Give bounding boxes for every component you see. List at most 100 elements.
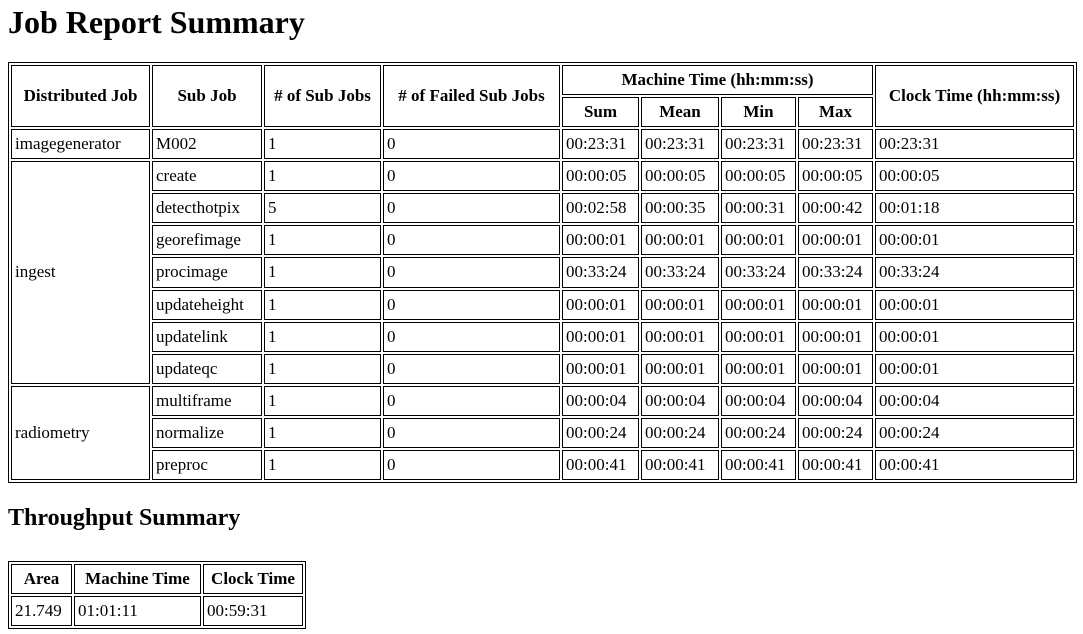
job-report-table-body: imagegenerator M002 1 0 00:23:31 00:23:31 00:2… — [11, 129, 1074, 480]
machine-time-min-cell: 00:00:01 — [721, 289, 796, 320]
job-table-row: procimage 1 0 00:33:24 00:33:24 00:33:24 00:33… — [11, 257, 1074, 288]
machine-time-mean-cell: 00:00:24 — [641, 417, 719, 448]
machine-time-max-cell: 00:00:01 — [798, 321, 873, 352]
num-sub-jobs-cell: 1 — [264, 385, 381, 416]
machine-time-mean-cell: 00:00:01 — [641, 353, 719, 384]
num-failed-sub-jobs-cell: 0 — [383, 257, 560, 288]
sub-job-cell: M002 — [152, 129, 262, 160]
column-header-num-failed-sub-jobs: # of Failed Sub Jobs — [383, 65, 560, 128]
column-header-clock-time: Clock Time (hh:mm:ss) — [875, 65, 1074, 128]
machine-time-min-cell: 00:00:24 — [721, 417, 796, 448]
job-report-table-header: Distributed Job Sub Job # of Sub Jobs # … — [11, 65, 1074, 128]
num-sub-jobs-cell: 1 — [264, 289, 381, 320]
clock-time-cell: 00:00:05 — [875, 161, 1074, 192]
num-failed-sub-jobs-cell: 0 — [383, 321, 560, 352]
throughput-summary-title: Throughput Summary — [8, 504, 241, 531]
num-sub-jobs-cell: 1 — [264, 225, 381, 256]
num-failed-sub-jobs-cell: 0 — [383, 385, 560, 416]
machine-time-sum-cell: 00:00:04 — [562, 385, 639, 416]
machine-time-max-cell: 00:00:01 — [798, 353, 873, 384]
machine-time-sum-cell: 00:00:01 — [562, 353, 639, 384]
num-sub-jobs-cell: 5 — [264, 193, 381, 224]
job-table-row: ingest create 1 0 00:00:05 00:00:05 00:00:05 00… — [11, 161, 1074, 384]
num-sub-jobs-cell: 1 — [264, 129, 381, 160]
area-value-cell: 21.749 — [11, 596, 72, 627]
column-header-tp-clock-time: Clock Time — [203, 564, 303, 595]
num-failed-sub-jobs-cell: 0 — [383, 417, 560, 448]
num-failed-sub-jobs-cell: 0 — [383, 161, 560, 192]
num-sub-jobs-cell: 1 — [264, 161, 381, 192]
job-table-row: updateqc 1 0 00:00:01 00:00:01 00:00:01 00:00:… — [11, 353, 1074, 384]
sub-job-cell: create — [152, 161, 262, 192]
machine-time-min-cell: 00:00:41 — [721, 449, 796, 480]
machine-time-mean-cell: 00:00:05 — [641, 161, 719, 192]
distributed-job-cell: imagegenerator — [11, 129, 150, 160]
machine-time-sum-cell: 00:00:05 — [562, 161, 639, 192]
machine-time-min-cell: 00:00:01 — [721, 353, 796, 384]
distributed-job-cell: ingest — [11, 161, 150, 384]
machine-time-max-cell: 00:00:24 — [798, 417, 873, 448]
job-table-row: radiometry multiframe 1 0 00:00:04 00:00:04 00… — [11, 385, 1074, 480]
clock-time-cell: 00:00:04 — [875, 385, 1074, 416]
job-report-table: Distributed Job Sub Job # of Sub Jobs # … — [8, 62, 1077, 483]
job-table-row: preproc 1 0 00:00:41 00:00:41 00:00:41 00:00:4… — [11, 449, 1074, 480]
machine-time-mean-cell: 00:33:24 — [641, 257, 719, 288]
column-header-mean: Mean — [641, 97, 719, 128]
num-sub-jobs-cell: 1 — [264, 321, 381, 352]
job-table-header-row-1: Distributed Job Sub Job # of Sub Jobs # … — [11, 65, 1074, 128]
distributed-job-cell: radiometry — [11, 385, 150, 480]
column-header-area: Area — [11, 564, 72, 595]
machine-time-min-cell: 00:00:01 — [721, 225, 796, 256]
column-header-sum: Sum — [562, 97, 639, 128]
machine-time-mean-cell: 00:23:31 — [641, 129, 719, 160]
machine-time-max-cell: 00:33:24 — [798, 257, 873, 288]
sub-job-cell: detecthotpix — [152, 193, 262, 224]
num-failed-sub-jobs-cell: 0 — [383, 193, 560, 224]
clock-time-cell: 00:00:01 — [875, 353, 1074, 384]
machine-time-sum-cell: 00:00:41 — [562, 449, 639, 480]
clock-time-cell: 00:00:41 — [875, 449, 1074, 480]
num-failed-sub-jobs-cell: 0 — [383, 129, 560, 160]
num-failed-sub-jobs-cell: 0 — [383, 353, 560, 384]
num-failed-sub-jobs-cell: 0 — [383, 225, 560, 256]
machine-time-sum-cell: 00:00:24 — [562, 417, 639, 448]
machine-time-sum-cell: 00:00:01 — [562, 225, 639, 256]
num-sub-jobs-cell: 1 — [264, 449, 381, 480]
sub-job-cell: updateheight — [152, 289, 262, 320]
throughput-table-header: Area Machine Time Clock Time — [11, 564, 303, 595]
job-table-row: imagegenerator M002 1 0 00:23:31 00:23:31 00:2… — [11, 129, 1074, 160]
machine-time-sum-cell: 00:33:24 — [562, 257, 639, 288]
sub-job-cell: preproc — [152, 449, 262, 480]
column-header-num-sub-jobs: # of Sub Jobs — [264, 65, 381, 128]
column-header-machine-time: Machine Time (hh:mm:ss) — [562, 65, 873, 96]
throughput-table-body: 21.749 01:01:11 00:59:31 — [11, 596, 303, 627]
clock-time-value-cell: 00:59:31 — [203, 596, 303, 627]
job-table-row: georefimage 1 0 00:00:01 00:00:01 00:00:01 00:… — [11, 225, 1074, 256]
num-sub-jobs-cell: 1 — [264, 417, 381, 448]
sub-job-cell: georefimage — [152, 225, 262, 256]
machine-time-sum-cell: 00:00:01 — [562, 289, 639, 320]
num-sub-jobs-cell: 1 — [264, 353, 381, 384]
sub-job-cell: normalize — [152, 417, 262, 448]
sub-job-cell: procimage — [152, 257, 262, 288]
clock-time-cell: 00:23:31 — [875, 129, 1074, 160]
machine-time-mean-cell: 00:00:01 — [641, 321, 719, 352]
throughput-data-row: 21.749 01:01:11 00:59:31 — [11, 596, 303, 627]
num-failed-sub-jobs-cell: 0 — [383, 289, 560, 320]
job-report-summary-title: Job Report Summary — [8, 4, 305, 40]
throughput-table: Area Machine Time Clock Time 21.749 01:0… — [8, 561, 306, 630]
machine-time-max-cell: 00:23:31 — [798, 129, 873, 160]
column-header-max: Max — [798, 97, 873, 128]
machine-time-max-cell: 00:00:41 — [798, 449, 873, 480]
machine-time-max-cell: 00:00:01 — [798, 289, 873, 320]
sub-job-cell: updateqc — [152, 353, 262, 384]
column-header-sub-job: Sub Job — [152, 65, 262, 128]
clock-time-cell: 00:00:01 — [875, 321, 1074, 352]
clock-time-cell: 00:00:01 — [875, 289, 1074, 320]
sub-job-cell: multiframe — [152, 385, 262, 416]
clock-time-cell: 00:00:01 — [875, 225, 1074, 256]
machine-time-max-cell: 00:00:04 — [798, 385, 873, 416]
num-failed-sub-jobs-cell: 0 — [383, 449, 560, 480]
machine-time-mean-cell: 00:00:35 — [641, 193, 719, 224]
machine-time-max-cell: 00:00:42 — [798, 193, 873, 224]
